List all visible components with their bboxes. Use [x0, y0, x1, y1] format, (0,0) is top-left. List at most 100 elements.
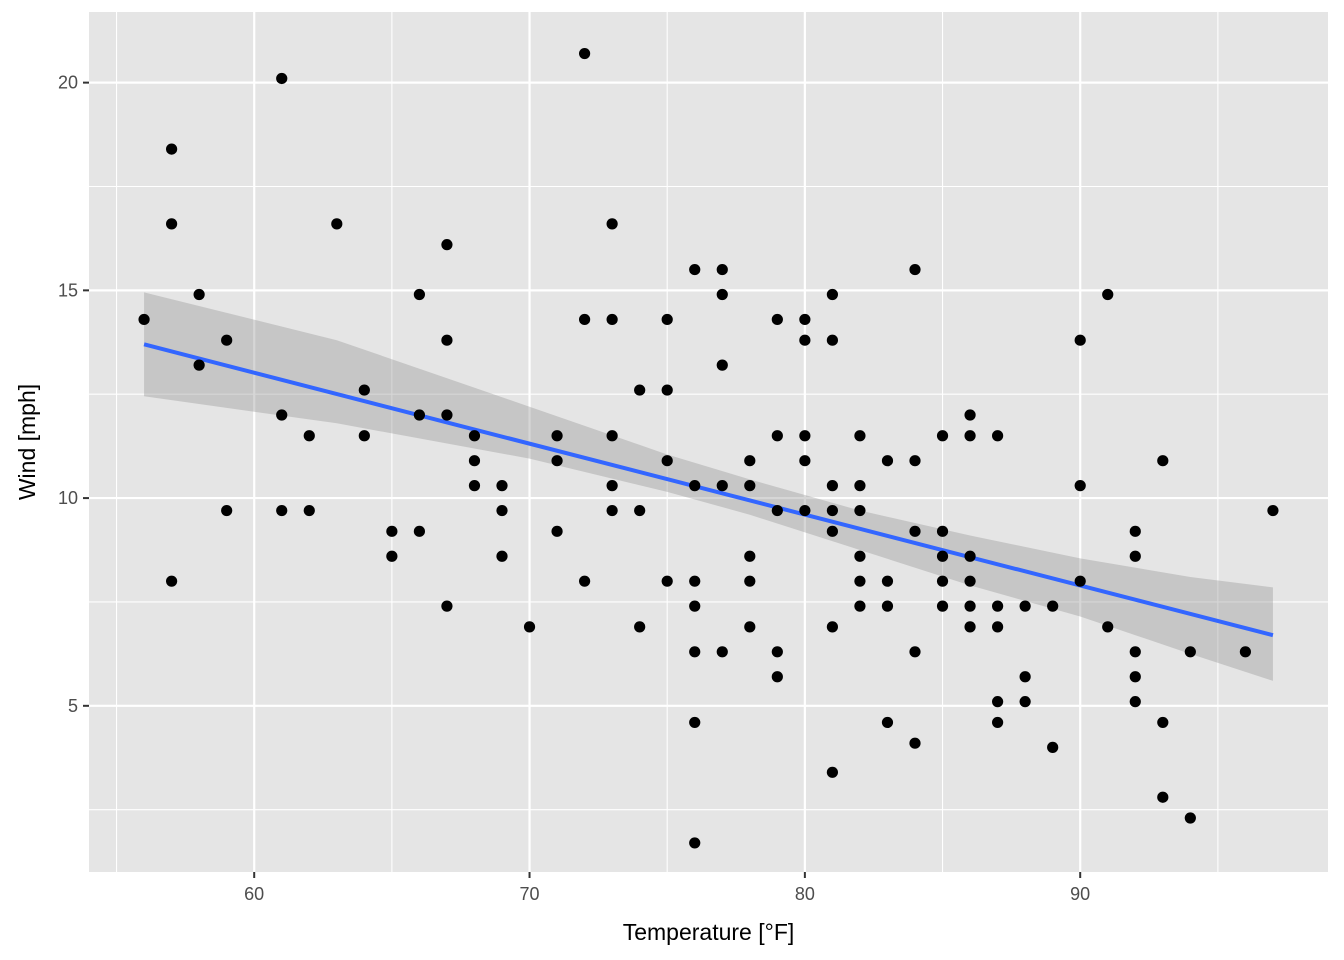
data-point	[1184, 812, 1196, 824]
data-point	[826, 288, 839, 301]
data-point	[634, 384, 646, 396]
data-point	[303, 504, 315, 517]
data-point	[799, 430, 811, 442]
data-point	[992, 696, 1004, 708]
data-point	[1184, 646, 1196, 658]
x-axis: 60 70 80 90	[244, 872, 1090, 904]
data-point	[716, 359, 728, 371]
data-point	[881, 455, 894, 467]
data-point	[854, 480, 866, 492]
data-point	[166, 575, 178, 587]
data-point	[606, 218, 618, 230]
data-point	[661, 313, 673, 326]
data-point	[689, 263, 701, 276]
data-point	[1157, 716, 1169, 729]
data-point	[799, 455, 811, 467]
x-tick-label: 80	[795, 884, 815, 904]
data-point	[1267, 504, 1279, 517]
data-point	[606, 504, 618, 517]
data-point	[964, 430, 976, 442]
data-point	[413, 525, 425, 537]
y-axis-title: Wind [mph]	[14, 384, 40, 500]
data-point	[1019, 696, 1031, 708]
data-point	[716, 288, 728, 301]
data-point	[771, 430, 783, 442]
x-tick-label: 70	[520, 884, 540, 904]
data-point	[689, 716, 701, 729]
data-point	[826, 334, 839, 346]
data-point	[826, 504, 839, 517]
data-point	[1102, 621, 1114, 633]
x-axis-title: Temperature [°F]	[623, 919, 795, 945]
data-point	[964, 575, 976, 587]
data-point	[221, 334, 233, 346]
data-point	[826, 525, 839, 537]
data-point	[936, 600, 949, 612]
data-point	[744, 575, 756, 587]
data-point	[606, 313, 618, 326]
data-point	[1074, 334, 1086, 346]
y-tick-label: 5	[68, 696, 78, 716]
data-point	[496, 504, 508, 517]
x-tick-label: 60	[244, 884, 264, 904]
data-point	[936, 575, 949, 587]
data-point	[771, 671, 783, 683]
data-point	[881, 575, 894, 587]
data-point	[413, 409, 425, 421]
data-point	[689, 575, 701, 587]
x-tick-label: 90	[1070, 884, 1090, 904]
data-point	[881, 600, 894, 612]
data-point	[358, 430, 370, 442]
y-axis: 5 10 15 20	[58, 73, 89, 716]
data-point	[386, 525, 398, 537]
data-point	[881, 716, 894, 729]
data-point	[744, 550, 756, 562]
data-point	[386, 550, 398, 562]
data-point	[1157, 455, 1169, 467]
data-point	[441, 600, 453, 612]
data-point	[1129, 525, 1141, 537]
plot-panel	[89, 12, 1328, 872]
data-point	[523, 621, 536, 633]
data-point	[551, 430, 563, 442]
data-point	[551, 455, 563, 467]
data-point	[661, 575, 673, 587]
data-point	[661, 455, 673, 467]
data-point	[771, 313, 783, 326]
data-point	[826, 480, 839, 492]
data-point	[634, 504, 646, 517]
data-point	[579, 47, 591, 60]
data-point	[441, 409, 453, 421]
data-point	[276, 409, 288, 421]
data-point	[992, 621, 1004, 633]
data-point	[964, 550, 976, 562]
data-point	[496, 550, 508, 562]
data-point	[358, 384, 370, 396]
confidence-band	[144, 292, 1273, 681]
data-point	[909, 455, 921, 467]
data-point	[1047, 600, 1059, 612]
data-point	[221, 504, 233, 517]
data-point	[992, 716, 1004, 729]
data-point	[744, 621, 756, 633]
data-point	[1019, 600, 1031, 612]
data-points	[138, 47, 1279, 849]
minor-gridlines	[89, 12, 1328, 872]
data-point	[1157, 791, 1169, 803]
data-point	[193, 359, 205, 371]
data-point	[496, 480, 508, 492]
data-point	[441, 334, 453, 346]
data-point	[689, 480, 701, 492]
data-point	[854, 430, 866, 442]
data-point	[606, 430, 618, 442]
data-point	[166, 143, 178, 155]
data-point	[138, 313, 150, 326]
data-point	[1129, 646, 1141, 658]
data-point	[854, 550, 866, 562]
data-point	[468, 430, 481, 442]
data-point	[964, 600, 976, 612]
data-point	[606, 480, 618, 492]
data-point	[551, 525, 563, 537]
data-point	[964, 621, 976, 633]
